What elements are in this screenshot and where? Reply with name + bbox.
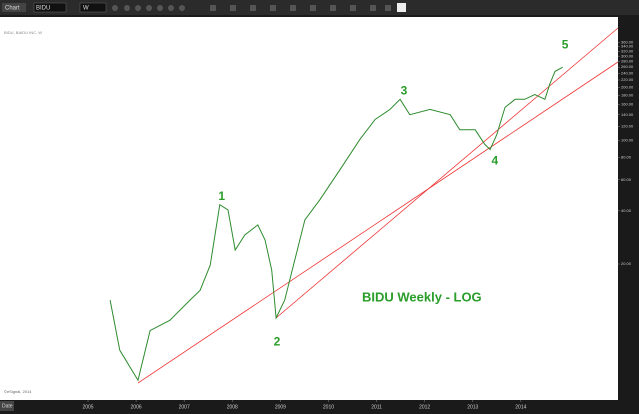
y-tick-label: 320.00	[621, 48, 634, 53]
y-tick-label: 220.00	[621, 77, 634, 82]
wave-label: 1	[218, 189, 225, 203]
y-tick-label: 260.00	[621, 64, 634, 69]
interval: W	[83, 6, 89, 12]
y-tick-label: 40.00	[621, 208, 632, 213]
y-tick-label: 60.00	[621, 177, 632, 182]
tab[interactable]	[2, 3, 26, 12]
wave-label: 5	[562, 38, 569, 52]
y-tick-label: 100.00	[621, 138, 634, 143]
tab-label: Chart	[5, 6, 20, 12]
plot-area	[0, 17, 618, 400]
channel-line	[275, 27, 619, 319]
x-tick-label: 2005	[82, 404, 93, 410]
y-tick-label: 20.00	[621, 261, 632, 266]
y-tick-label: 200.00	[621, 84, 634, 89]
wave-label: 2	[274, 335, 281, 349]
y-tick-label: 360.00	[621, 39, 634, 44]
footer: ©eSignal, 2014	[4, 389, 32, 394]
wave-label: 4	[492, 154, 499, 168]
y-tick-label: 240.00	[621, 70, 634, 75]
toolbar	[0, 0, 639, 15]
x-tick-label: 2010	[323, 404, 334, 410]
channel-line	[137, 61, 619, 384]
y-tick-label: 160.00	[621, 102, 634, 107]
x-tick-label: 2014	[515, 404, 526, 410]
date-label: Date	[2, 403, 13, 409]
wave-label: 3	[401, 83, 408, 97]
u-button[interactable]	[397, 3, 406, 12]
interval-box[interactable]	[79, 2, 107, 13]
toolbar-icons	[112, 5, 391, 11]
chart-title: BIDU Weekly - LOG	[362, 289, 482, 304]
x-tick-label: 2009	[275, 404, 286, 410]
symbol-box[interactable]	[33, 2, 67, 13]
x-tick-label: 2012	[419, 404, 430, 410]
y-tick-label: 280.00	[621, 59, 634, 64]
header: BIDU, BAIDU INC, W	[4, 30, 42, 35]
y-tick-label: 340.00	[621, 44, 634, 49]
x-tick-label: 2006	[131, 404, 142, 410]
x-tick-label: 2008	[227, 404, 238, 410]
y-tick-label: 140.00	[621, 112, 634, 117]
price-line	[109, 66, 563, 382]
date-box	[0, 401, 14, 411]
y-tick-label: 80.00	[621, 155, 632, 160]
y-tick-label: 300.00	[621, 53, 634, 58]
x-tick-label: 2011	[371, 404, 382, 410]
y-tick-label: 180.00	[621, 92, 634, 97]
x-tick-label: 2013	[467, 404, 478, 410]
symbol: BIDU	[36, 6, 50, 12]
x-tick-label: 2007	[179, 404, 190, 410]
y-tick-label: 120.00	[621, 124, 634, 129]
